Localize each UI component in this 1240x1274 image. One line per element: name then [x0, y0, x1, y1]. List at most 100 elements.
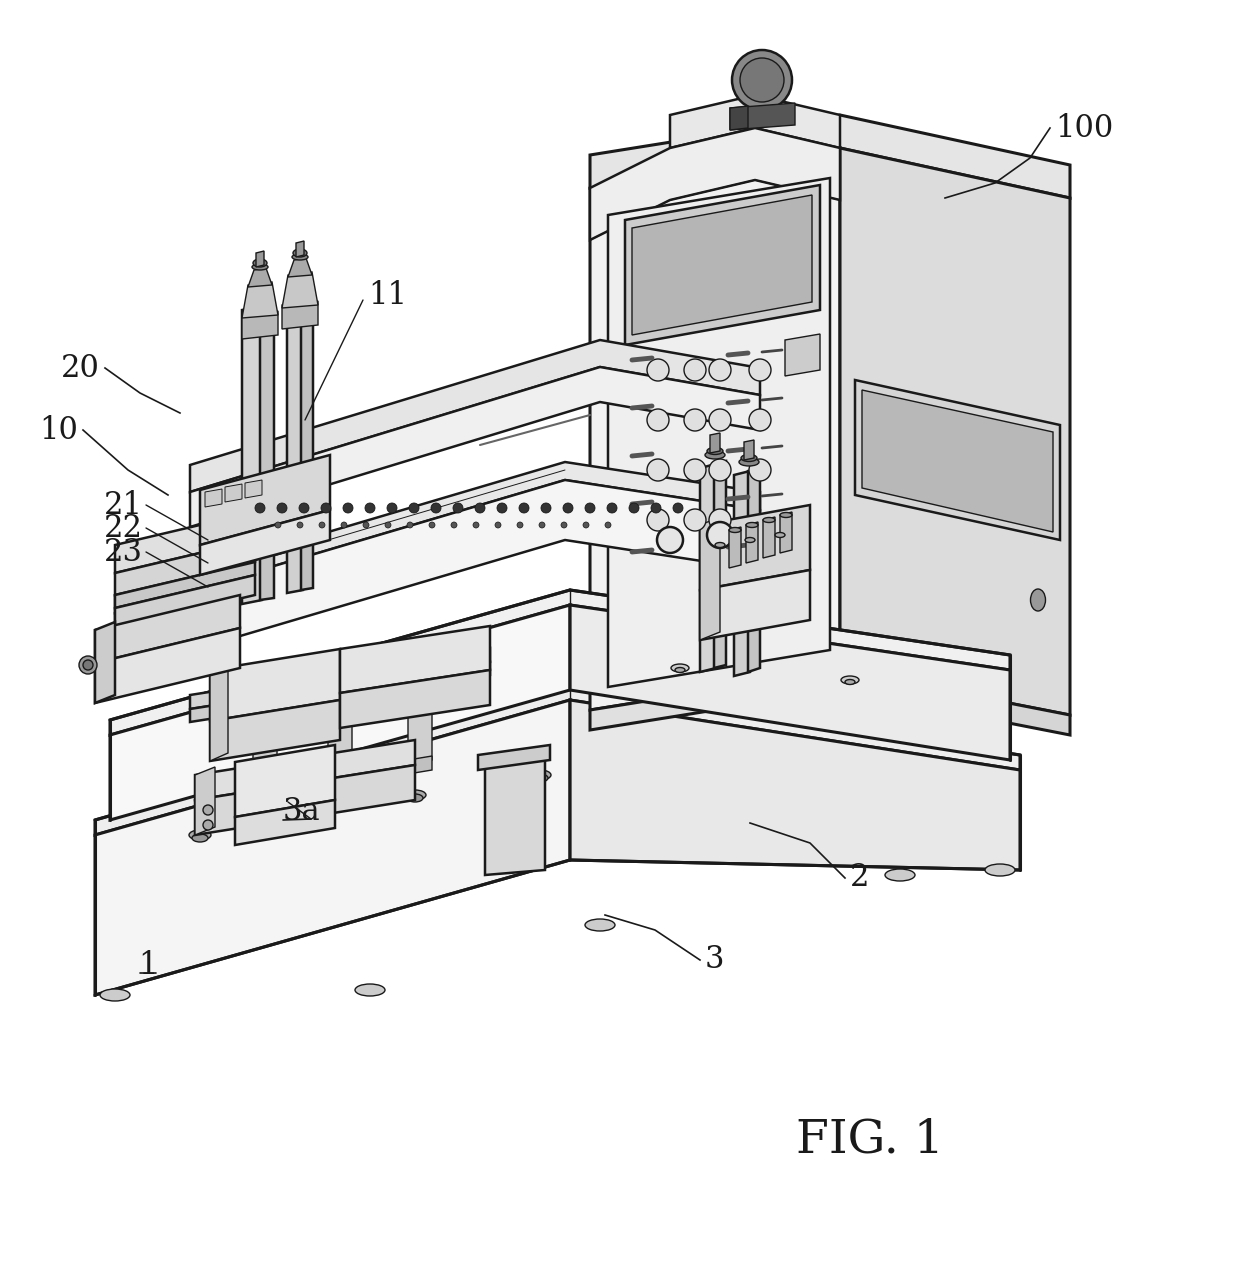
Ellipse shape — [585, 919, 615, 931]
Polygon shape — [570, 699, 1021, 870]
Ellipse shape — [391, 696, 409, 705]
Polygon shape — [701, 517, 720, 640]
Ellipse shape — [252, 264, 268, 270]
Polygon shape — [296, 241, 304, 257]
Circle shape — [432, 503, 441, 513]
Polygon shape — [730, 106, 748, 130]
Ellipse shape — [355, 984, 384, 996]
Polygon shape — [744, 440, 754, 460]
Ellipse shape — [532, 775, 548, 782]
Ellipse shape — [985, 864, 1016, 877]
Circle shape — [203, 820, 213, 829]
Polygon shape — [746, 522, 758, 563]
Circle shape — [629, 503, 639, 513]
Ellipse shape — [729, 527, 742, 533]
Circle shape — [657, 527, 683, 553]
Circle shape — [409, 503, 419, 513]
Circle shape — [275, 522, 281, 527]
Polygon shape — [95, 628, 241, 703]
Polygon shape — [839, 670, 1070, 735]
Circle shape — [673, 503, 683, 513]
Circle shape — [497, 503, 507, 513]
Ellipse shape — [763, 517, 775, 522]
Ellipse shape — [707, 447, 723, 455]
Circle shape — [475, 503, 485, 513]
Circle shape — [407, 522, 413, 527]
Polygon shape — [190, 648, 490, 710]
Polygon shape — [210, 662, 228, 761]
Polygon shape — [590, 127, 839, 240]
Polygon shape — [242, 306, 262, 604]
Circle shape — [647, 409, 670, 431]
Polygon shape — [253, 731, 277, 794]
Ellipse shape — [404, 790, 427, 800]
Circle shape — [647, 459, 670, 482]
Text: 21: 21 — [104, 489, 143, 521]
Circle shape — [203, 805, 213, 815]
Polygon shape — [608, 178, 830, 687]
Circle shape — [79, 656, 97, 674]
Circle shape — [429, 522, 435, 527]
Polygon shape — [260, 302, 274, 600]
Polygon shape — [242, 311, 278, 339]
Polygon shape — [115, 480, 760, 673]
Ellipse shape — [739, 457, 759, 466]
Circle shape — [709, 359, 732, 381]
Polygon shape — [200, 455, 330, 545]
Ellipse shape — [100, 989, 130, 1001]
Polygon shape — [95, 685, 1021, 834]
Polygon shape — [477, 745, 551, 769]
Circle shape — [585, 503, 595, 513]
Polygon shape — [408, 755, 432, 775]
Circle shape — [520, 503, 529, 513]
Polygon shape — [190, 662, 490, 722]
Ellipse shape — [192, 834, 208, 842]
Polygon shape — [748, 468, 760, 671]
Polygon shape — [701, 505, 810, 590]
Circle shape — [560, 522, 567, 527]
Circle shape — [709, 409, 732, 431]
Ellipse shape — [188, 829, 211, 840]
Text: 10: 10 — [40, 414, 78, 446]
Text: 20: 20 — [61, 353, 100, 383]
Polygon shape — [115, 540, 255, 595]
Polygon shape — [570, 605, 1011, 761]
Polygon shape — [210, 699, 340, 761]
Polygon shape — [281, 301, 317, 329]
Polygon shape — [301, 292, 312, 590]
Circle shape — [651, 503, 661, 513]
Polygon shape — [115, 562, 255, 608]
Ellipse shape — [529, 769, 551, 780]
Text: 1: 1 — [138, 949, 157, 981]
Polygon shape — [340, 626, 490, 693]
Polygon shape — [730, 103, 795, 130]
Polygon shape — [734, 471, 750, 676]
Circle shape — [387, 503, 397, 513]
Polygon shape — [224, 484, 242, 502]
Circle shape — [709, 459, 732, 482]
Polygon shape — [632, 195, 812, 335]
Circle shape — [299, 503, 309, 513]
Ellipse shape — [671, 664, 689, 671]
Polygon shape — [329, 771, 352, 789]
Circle shape — [363, 522, 370, 527]
Polygon shape — [856, 380, 1060, 540]
Polygon shape — [590, 670, 839, 730]
Polygon shape — [785, 334, 820, 376]
Text: 3a: 3a — [283, 796, 321, 828]
Circle shape — [539, 522, 546, 527]
Circle shape — [495, 522, 501, 527]
Circle shape — [277, 503, 286, 513]
Polygon shape — [862, 390, 1053, 533]
Polygon shape — [115, 575, 255, 628]
Polygon shape — [485, 750, 546, 875]
Ellipse shape — [229, 720, 241, 725]
Polygon shape — [670, 96, 839, 148]
Ellipse shape — [291, 254, 308, 260]
Ellipse shape — [745, 538, 755, 543]
Circle shape — [472, 522, 479, 527]
Polygon shape — [286, 296, 303, 592]
Polygon shape — [714, 461, 725, 668]
Text: FIG. 1: FIG. 1 — [796, 1117, 944, 1163]
Circle shape — [647, 359, 670, 381]
